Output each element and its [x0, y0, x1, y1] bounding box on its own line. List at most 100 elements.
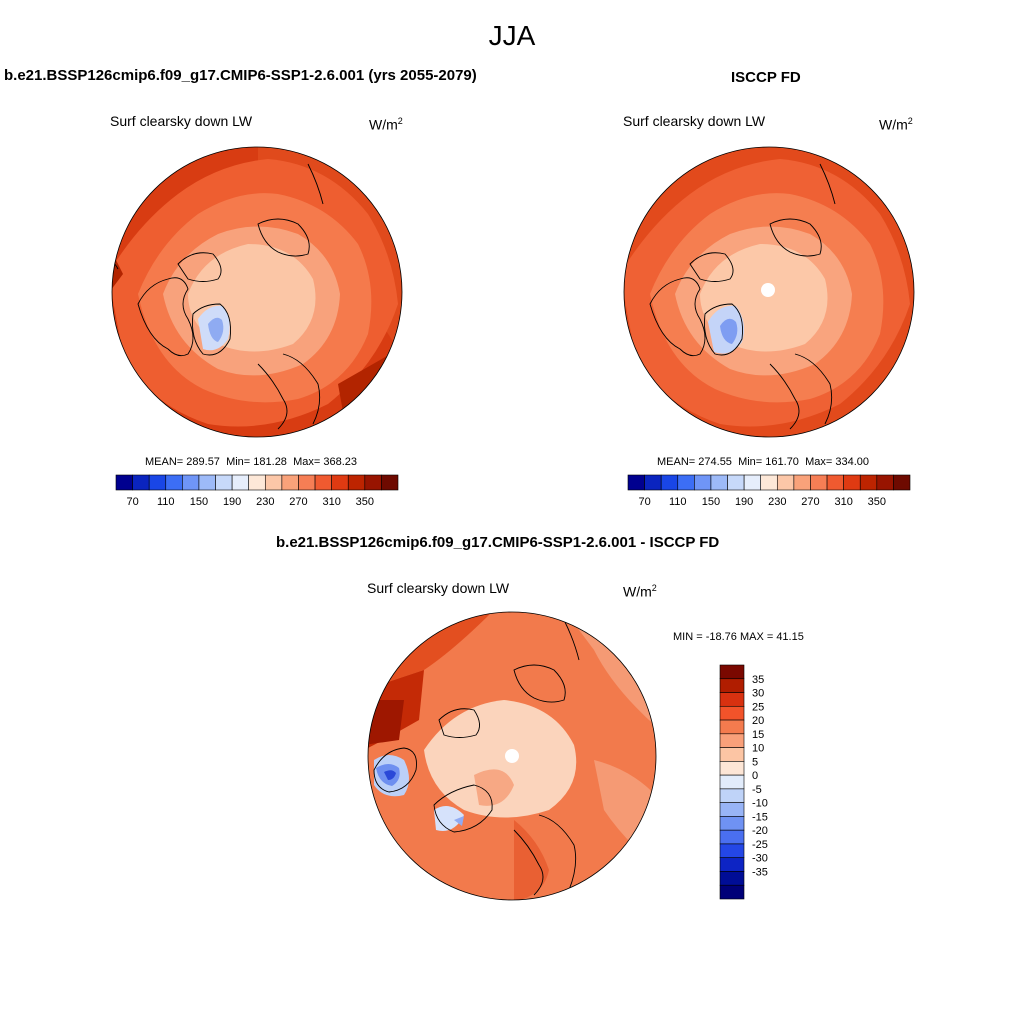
colorbar-tick-label: 10 — [752, 743, 764, 755]
colorbar-swatch — [719, 719, 745, 735]
colorbar-swatch — [727, 474, 745, 491]
colorbar-swatch — [281, 474, 299, 491]
colorbar-swatch — [719, 829, 745, 845]
colorbar-swatch — [644, 474, 662, 491]
colorbar-swatch — [776, 474, 795, 491]
colorbar-swatch — [719, 857, 745, 872]
colorbar-tick-label: -20 — [752, 825, 768, 837]
colorbar-swatch — [231, 474, 250, 491]
colorbar-swatch — [719, 747, 745, 762]
colorbar-tick-label: 150 — [190, 496, 208, 508]
colorbar-swatch — [132, 474, 150, 491]
colorbar-tick-label: 190 — [735, 496, 753, 508]
colorbar-swatch — [165, 474, 183, 491]
colorbar-tick-label: 30 — [752, 688, 764, 700]
colorbar-tick-label: 35 — [752, 674, 764, 686]
colorbar-swatch — [719, 733, 745, 748]
colorbar-swatch — [810, 474, 828, 491]
colorbar-swatch — [719, 774, 745, 790]
panel1-stats: MEAN= 289.57 Min= 181.28 Max= 368.23 — [145, 456, 357, 468]
colorbar-swatch — [148, 474, 167, 491]
colorbar-swatch — [719, 884, 745, 900]
panel2-stats: MEAN= 274.55 Min= 161.70 Max= 334.00 — [657, 456, 869, 468]
panel1-colorbar: 70 110 150 190 230 270 310 350 — [115, 474, 399, 508]
colorbar-swatch — [115, 474, 133, 491]
colorbar-swatch — [215, 474, 233, 491]
colorbar-tick-label: 310 — [834, 496, 852, 508]
colorbar-swatch — [719, 816, 745, 831]
panel3-map — [367, 611, 657, 901]
colorbar-swatch — [264, 474, 283, 491]
colorbar-swatch — [364, 474, 382, 491]
colorbar-tick-label: 20 — [752, 715, 764, 727]
colorbar-tick-label: 70 — [126, 496, 138, 508]
colorbar-tick-label: 150 — [702, 496, 720, 508]
colorbar-swatch — [719, 678, 745, 693]
panel2-units: W/m2 — [879, 116, 913, 133]
colorbar-swatch — [719, 664, 745, 680]
colorbar-swatch — [710, 474, 728, 491]
panel2-colorbar: 70 110 150 190 230 270 310 350 — [627, 474, 911, 508]
colorbar-swatch — [660, 474, 679, 491]
colorbar-tick-label: 110 — [157, 496, 175, 508]
colorbar-tick-label: 25 — [752, 701, 764, 713]
colorbar-swatch — [859, 474, 878, 491]
colorbar-tick-label: 15 — [752, 729, 764, 741]
colorbar-swatch — [719, 802, 745, 817]
panel3-stats: MIN = -18.76 MAX = 41.15 — [673, 631, 804, 643]
panel2-title: ISCCP FD — [731, 69, 801, 86]
colorbar-tick-label: 230 — [768, 496, 786, 508]
panel3-units: W/m2 — [623, 583, 657, 600]
colorbar-swatch — [627, 474, 645, 491]
colorbar-tick-label: 5 — [752, 756, 758, 768]
colorbar-swatch — [719, 705, 745, 721]
colorbar-tick-label: 350 — [868, 496, 886, 508]
colorbar-swatch — [331, 474, 349, 491]
colorbar-tick-label: 230 — [256, 496, 274, 508]
panel2-variable: Surf clearsky down LW — [623, 113, 766, 129]
colorbar-swatch — [314, 474, 332, 491]
panel3-variable: Surf clearsky down LW — [367, 580, 510, 596]
colorbar-swatch — [893, 474, 911, 491]
colorbar-tick-label: -15 — [752, 811, 768, 823]
colorbar-swatch — [182, 474, 200, 491]
colorbar-swatch — [198, 474, 216, 491]
colorbar-tick-label: 270 — [801, 496, 819, 508]
figure-title: JJA — [488, 20, 536, 51]
colorbar-swatch — [298, 474, 316, 491]
colorbar-tick-label: -5 — [752, 784, 762, 796]
colorbar-swatch — [719, 843, 745, 859]
colorbar-swatch — [694, 474, 712, 491]
colorbar-tick-label: 110 — [669, 496, 687, 508]
colorbar-swatch — [876, 474, 894, 491]
colorbar-tick-label: 190 — [223, 496, 241, 508]
panel1-title: b.e21.BSSP126cmip6.f09_g17.CMIP6-SSP1-2.… — [4, 67, 477, 84]
colorbar-tick-label: -35 — [752, 866, 768, 878]
colorbar-swatch — [347, 474, 366, 491]
colorbar-tick-label: -30 — [752, 853, 768, 865]
colorbar-swatch — [719, 788, 745, 803]
colorbar-swatch — [743, 474, 762, 491]
colorbar-swatch — [677, 474, 695, 491]
colorbar-swatch — [381, 474, 399, 491]
colorbar-tick-label: 70 — [638, 496, 650, 508]
colorbar-swatch — [719, 761, 745, 776]
colorbar-tick-label: 310 — [322, 496, 340, 508]
colorbar-swatch — [826, 474, 844, 491]
colorbar-tick-label: -10 — [752, 798, 768, 810]
colorbar-tick-label: 350 — [356, 496, 374, 508]
panel3-title: b.e21.BSSP126cmip6.f09_g17.CMIP6-SSP1-2.… — [276, 534, 720, 551]
colorbar-tick-label: 270 — [289, 496, 307, 508]
colorbar-tick-label: -25 — [752, 839, 768, 851]
panel1-variable: Surf clearsky down LW — [110, 113, 253, 129]
panel1-units: W/m2 — [369, 116, 403, 133]
colorbar-tick-label: 0 — [752, 770, 758, 782]
colorbar-swatch — [719, 871, 745, 886]
colorbar-swatch — [760, 474, 778, 491]
panel1-map — [111, 146, 403, 438]
panel2-map — [623, 146, 915, 438]
colorbar-swatch — [843, 474, 861, 491]
colorbar-swatch — [248, 474, 266, 491]
colorbar-swatch — [719, 692, 745, 707]
